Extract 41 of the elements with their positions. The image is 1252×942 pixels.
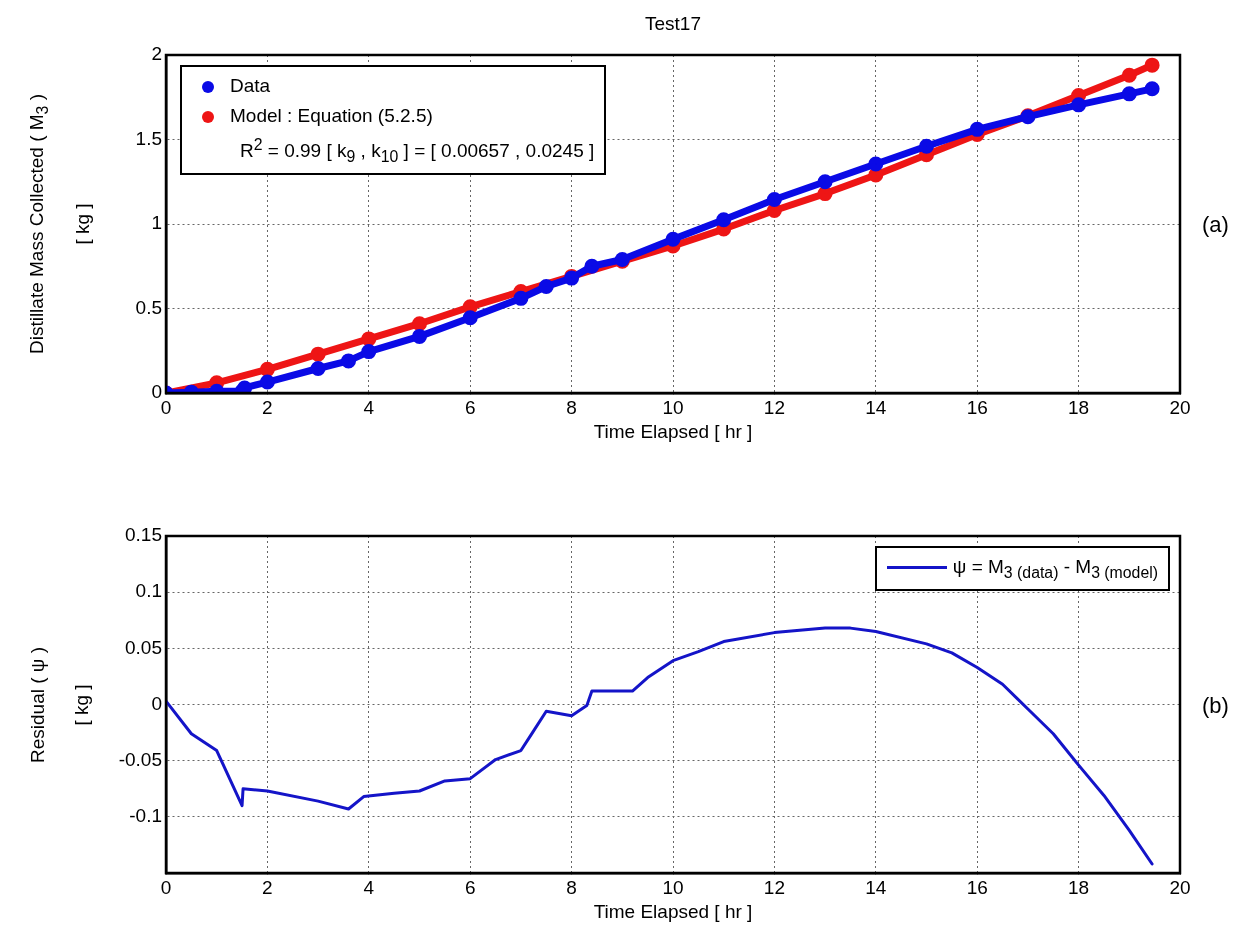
x-tick-label: 20: [1169, 396, 1191, 418]
chart-title: Test17: [645, 13, 701, 35]
y-tick-label: 0.15: [125, 524, 162, 546]
x-axis-title: Time Elapsed [ hr ]: [593, 901, 753, 923]
x-tick-label: 6: [464, 396, 476, 418]
x-tick-label: 8: [566, 396, 577, 418]
legend-label: Data: [230, 75, 271, 96]
x-tick-label: 16: [966, 396, 988, 418]
x-tick-label: 20: [1169, 876, 1191, 898]
y-tick-label: -0.1: [129, 805, 162, 827]
x-tick-label: 12: [763, 876, 785, 898]
x-tick-label: 2: [262, 876, 273, 898]
y-tick-label: 0.05: [125, 636, 162, 658]
y-tick-label: 1.5: [135, 127, 162, 149]
legend-label: Model : Equation (5.2.5): [230, 105, 433, 127]
x-tick-label: 16: [966, 876, 988, 898]
y-tick-label: 0: [151, 692, 162, 714]
text: (b): [1202, 692, 1229, 719]
x-tick-label: 12: [763, 396, 785, 418]
x-tick-label: 10: [662, 396, 684, 418]
x-tick-label: 18: [1068, 396, 1090, 418]
y-axis-title: Residual ( ψ ) [ kg ]: [26, 646, 93, 763]
y-tick-label: 0.1: [135, 580, 162, 602]
x-tick-label: 18: [1068, 876, 1090, 898]
x-tick-label: 14: [865, 876, 887, 898]
x-axis-title: Time Elapsed [ hr ]: [593, 421, 753, 443]
y-tick-label: -0.05: [118, 748, 162, 770]
y-tick-label: 2: [151, 43, 162, 65]
x-tick-label: 2: [262, 396, 273, 418]
legend-label: ψ = M$_{3 (data)}$ - M$_{3 (model)}$: [952, 556, 1158, 581]
y-tick-label: 0.5: [135, 296, 162, 318]
y-tick-label: 1: [151, 212, 162, 234]
text: (a): [1202, 212, 1229, 238]
annotation: R$^{2}$ = 0.99 [ k$_{9}$ , k$_{10}$ ] = [ 0.00657 , 0.0245 ]: [239, 134, 595, 167]
x-tick-label: 14: [865, 396, 887, 418]
x-tick-label: 10: [662, 876, 684, 898]
y-tick-label: 0: [151, 381, 162, 403]
x-tick-label: 8: [566, 876, 577, 898]
x-tick-label: 4: [363, 396, 375, 418]
x-tick-label: 4: [363, 876, 375, 898]
x-tick-label: 6: [464, 876, 476, 898]
